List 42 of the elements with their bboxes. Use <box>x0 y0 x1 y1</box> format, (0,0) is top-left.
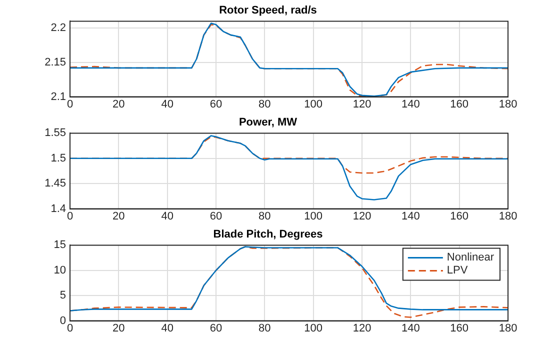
y-tick-label: 1.4 <box>50 202 66 215</box>
x-tick-label: 160 <box>450 210 469 222</box>
x-tick-label: 40 <box>161 98 174 110</box>
x-tick-label: 140 <box>401 98 420 110</box>
y-tick-label: 1.55 <box>44 127 66 140</box>
y-tick-label: 1.45 <box>44 178 66 190</box>
x-tick-label: 80 <box>258 322 271 334</box>
x-tick-label: 160 <box>450 322 469 334</box>
chart-title: Power, MW <box>238 116 298 129</box>
x-tick-label: 80 <box>258 98 271 110</box>
y-tick-label: 5 <box>60 290 66 302</box>
y-tick-label: 1.5 <box>50 152 66 164</box>
x-tick-label: 120 <box>352 210 372 222</box>
x-tick-label: 120 <box>352 322 372 334</box>
x-tick-label: 20 <box>112 322 125 334</box>
x-tick-label: 20 <box>112 98 125 110</box>
x-tick-label: 160 <box>450 98 469 110</box>
y-tick-label: 2.15 <box>44 56 66 68</box>
legend-label: LPV <box>446 264 468 277</box>
x-tick-label: 40 <box>161 322 174 334</box>
x-tick-label: 140 <box>401 210 420 222</box>
x-tick-label: 120 <box>352 98 372 110</box>
x-tick-label: 100 <box>304 98 323 110</box>
y-tick-label: 15 <box>54 239 66 252</box>
x-tick-label: 60 <box>210 322 222 334</box>
x-tick-label: 180 <box>498 322 518 334</box>
x-tick-label: 60 <box>210 98 222 110</box>
x-tick-label: 20 <box>112 210 125 222</box>
y-tick-label: 2.1 <box>50 90 66 103</box>
chart-title: Rotor Speed, rad/s <box>219 4 317 17</box>
y-tick-label: 2.2 <box>50 22 66 34</box>
x-tick-label: 140 <box>401 322 420 334</box>
x-tick-label: 180 <box>498 210 518 222</box>
x-tick-label: 100 <box>304 210 323 222</box>
x-tick-label: 80 <box>258 210 271 222</box>
chart-title: Blade Pitch, Degrees <box>213 228 323 241</box>
y-tick-label: 10 <box>54 264 66 276</box>
x-tick-label: 40 <box>161 210 174 222</box>
x-tick-label: 180 <box>498 98 518 110</box>
x-tick-label: 60 <box>210 210 222 222</box>
legend-label: Nonlinear <box>446 252 494 264</box>
x-tick-label: 100 <box>304 322 323 334</box>
